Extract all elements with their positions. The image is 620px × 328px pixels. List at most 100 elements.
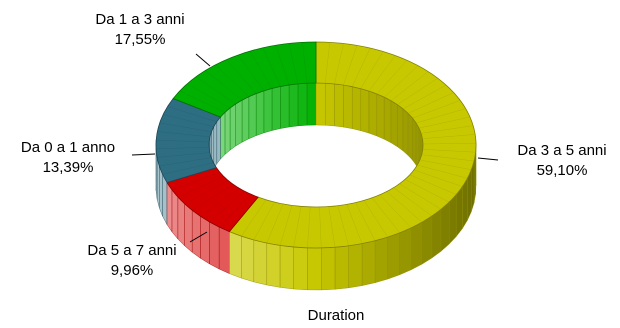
donut-slice-texture [422,134,476,139]
donut-slice-texture [187,83,231,109]
donut-slice-texture [384,65,419,98]
donut-slice-texture [179,90,226,113]
donut-outer-wall-0 [279,245,294,290]
donut-outer-wall-0 [410,221,423,271]
donut-slice-texture [319,206,322,248]
donut-inner-wall-0 [412,117,417,166]
x-axis-label: Duration [308,307,365,324]
donut-outer-wall-1 [218,226,230,274]
donut-slice-texture [307,206,311,248]
donut-inner-wall-0 [343,84,353,129]
donut-slice-texture [386,191,423,223]
donut-slice-texture [215,64,249,97]
donut-outer-wall-0 [293,246,308,291]
donut-inner-wall-0 [360,88,370,134]
donut-slice-texture [195,76,236,105]
donut-inner-wall-3 [280,84,290,129]
donut-slice-texture [200,187,239,217]
donut-slice-texture [288,43,299,84]
donut-slice-texture [163,114,214,127]
donut-slice-texture [293,206,302,248]
donut-slice-texture [407,92,454,114]
donut-slice-texture [346,204,363,244]
donut-slice-texture [328,206,336,248]
donut-inner-wall-0 [325,83,335,127]
donut-slice-texture [418,116,471,129]
donut-outer-wall-1 [177,196,185,247]
donut-inner-wall-0 [397,104,404,152]
donut-slice-texture [397,77,438,105]
donut-inner-wall-2 [213,121,217,170]
slice-percent-3: 17,55% [115,31,166,48]
donut-slice-texture [279,205,293,246]
donut-outer-wall-0 [431,208,442,259]
donut-inner-wall-3 [224,107,231,155]
slice-label-0: Da 3 a 5 anni [517,142,606,159]
donut-outer-wall-0 [321,247,336,291]
donut-slice-texture [337,205,349,246]
donut-slice-texture [205,70,243,101]
donut-inner-wall-0 [402,108,409,156]
donut-slice-texture [219,194,252,228]
donut-inner-wall-0 [376,93,385,140]
donut-slice-texture [266,203,284,244]
donut-outer-wall-0 [307,247,322,291]
donut-slice-texture [159,157,212,167]
donut-outer-wall-0 [229,231,242,279]
labels-group: Da 3 a 5 anni 59,10% Da 5 a 7 anni 9,96% Da … [21,11,607,279]
donut-inner-wall-0 [407,112,413,161]
donut-slice-texture [416,108,466,124]
donut-slice-texture [413,169,463,187]
donut-inner-wall-0 [368,90,378,137]
donut-slice-texture [368,55,396,92]
donut-inner-wall-3 [241,96,250,143]
donut-slice-texture [352,47,371,87]
donut-slice-texture [275,45,290,86]
donut-inner-wall-3 [248,93,257,140]
leader-line-3 [195,53,211,67]
donut-group [155,41,477,291]
donut-outer-wall-0 [348,243,363,289]
donut-slice-texture [241,199,267,237]
donut-slice-texture [171,171,220,191]
donut-inner-wall-3 [263,88,273,134]
slice-label-2: Da 0 a 1 anno [21,139,115,156]
donut-inner-wall-0 [383,96,392,144]
donut-outer-wall-0 [266,242,281,288]
donut-outer-wall-0 [241,235,255,283]
donut-outer-wall-1 [192,209,201,259]
donut-outer-wall-0 [440,201,450,252]
donut-outer-wall-0 [448,194,457,245]
donut-outer-wall-0 [421,215,433,265]
donut-slice-texture [334,43,344,84]
donut-slice-texture [409,174,457,195]
donut-inner-wall-2 [216,116,221,165]
donut-outer-wall-1 [209,221,220,270]
donut-slice-texture [302,42,308,84]
donut-slice-texture [156,139,210,143]
slice-label-3: Da 1 a 3 anni [95,11,184,28]
donut-slice-texture [421,154,475,162]
donut-inner-wall-3 [235,99,243,147]
leader-line-1 [189,231,208,243]
donut-slice-texture [419,159,472,170]
donut-slice-texture [412,100,461,119]
donut-slice-texture [192,184,234,211]
donut-slice-texture [379,194,412,228]
donut-inner-wall-3 [306,82,317,126]
donut-slice-texture [417,164,468,179]
donut-slice-texture [422,143,476,145]
donut-inner-wall-3 [220,111,226,160]
donut-slice-texture [157,131,210,138]
donut-slice-texture [167,106,217,122]
donut-outer-wall-1 [184,203,193,253]
slice-label-1: Da 5 a 7 anni [87,242,176,259]
donut-slice-texture [157,152,210,158]
leader-line-0 [477,157,499,161]
donut-slice-texture [421,125,474,134]
donut-slice-texture [390,71,429,101]
donut-outer-wall-0 [253,239,267,286]
donut-slice-texture [343,45,358,86]
